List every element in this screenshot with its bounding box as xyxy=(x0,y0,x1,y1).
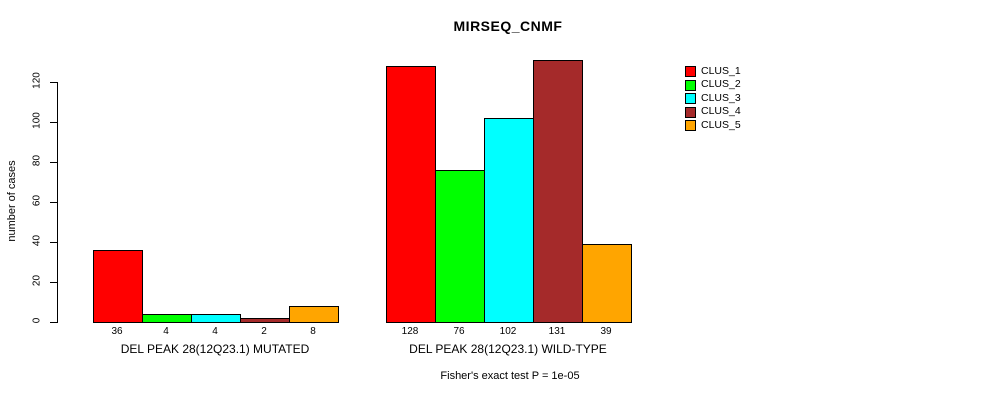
group-axis-label: DEL PEAK 28(12Q23.1) MUTATED xyxy=(120,342,310,356)
bar-clus_4-group2 xyxy=(532,60,583,323)
bar-clus_3-group1 xyxy=(190,314,241,323)
y-tick-mark xyxy=(50,241,57,243)
bar-clus_1-group2 xyxy=(385,66,436,323)
y-axis-line xyxy=(57,82,58,323)
y-tick-label: 40 xyxy=(31,234,43,247)
bar-value-label: 128 xyxy=(401,326,419,337)
bar-value-label: 2 xyxy=(261,326,267,337)
bar-value-label: 76 xyxy=(453,326,465,337)
y-tick-mark xyxy=(50,121,57,123)
y-tick-label: 60 xyxy=(31,194,43,207)
bar-value-label: 131 xyxy=(548,326,566,337)
bar-value-label: 39 xyxy=(600,326,612,337)
bar-clus_2-group2 xyxy=(434,170,485,323)
legend-label: CLUS_5 xyxy=(701,118,741,131)
chart-title: MIRSEQ_CNMF xyxy=(453,18,563,34)
legend-swatch-clus_3 xyxy=(685,93,696,105)
bar-value-label: 4 xyxy=(163,326,169,337)
legend-swatch-clus_5 xyxy=(685,120,696,132)
bar-value-label: 4 xyxy=(212,326,218,337)
legend-label: CLUS_2 xyxy=(701,78,741,91)
y-tick-label: 100 xyxy=(31,112,43,129)
bar-clus_4-group1 xyxy=(239,318,290,323)
bar-clus_3-group2 xyxy=(483,118,534,323)
legend-swatch-clus_1 xyxy=(685,66,696,77)
y-axis-label: number of cases xyxy=(6,160,18,242)
legend-label: CLUS_1 xyxy=(701,64,741,77)
y-tick-mark xyxy=(50,81,57,83)
group-axis-label: DEL PEAK 28(12Q23.1) WILD-TYPE xyxy=(409,342,607,356)
bar-clus_2-group1 xyxy=(141,314,192,323)
y-tick-mark xyxy=(50,281,57,283)
y-tick-mark xyxy=(50,201,57,203)
bar-value-label: 36 xyxy=(111,326,123,337)
y-tick-label: 0 xyxy=(31,317,43,324)
y-tick-mark xyxy=(50,321,57,323)
bar-value-label: 8 xyxy=(310,326,316,337)
bar-value-label: 102 xyxy=(499,326,517,337)
legend-label: CLUS_4 xyxy=(701,105,741,118)
bar-clus_5-group2 xyxy=(581,244,632,323)
bar-clus_5-group1 xyxy=(288,306,339,323)
fisher-test-annotation: Fisher's exact test P = 1e-05 xyxy=(440,370,580,382)
legend-swatch-clus_4 xyxy=(685,106,696,118)
y-tick-label: 80 xyxy=(31,154,43,167)
y-tick-label: 20 xyxy=(31,274,43,287)
y-tick-mark xyxy=(50,161,57,163)
legend-swatch-clus_2 xyxy=(685,79,696,91)
legend-label: CLUS_3 xyxy=(701,91,741,104)
bar-clus_1-group1 xyxy=(92,250,143,323)
y-tick-label: 120 xyxy=(31,72,43,89)
